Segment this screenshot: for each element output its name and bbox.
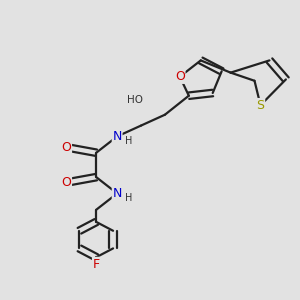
- Text: H: H: [125, 193, 133, 203]
- Text: F: F: [93, 257, 100, 271]
- Text: O: O: [61, 141, 71, 154]
- Text: N: N: [112, 130, 122, 143]
- Text: S: S: [256, 99, 265, 112]
- Text: O: O: [175, 70, 185, 83]
- Text: N: N: [112, 187, 122, 200]
- Text: H: H: [125, 136, 133, 146]
- Text: HO: HO: [127, 95, 142, 105]
- Text: O: O: [61, 176, 71, 189]
